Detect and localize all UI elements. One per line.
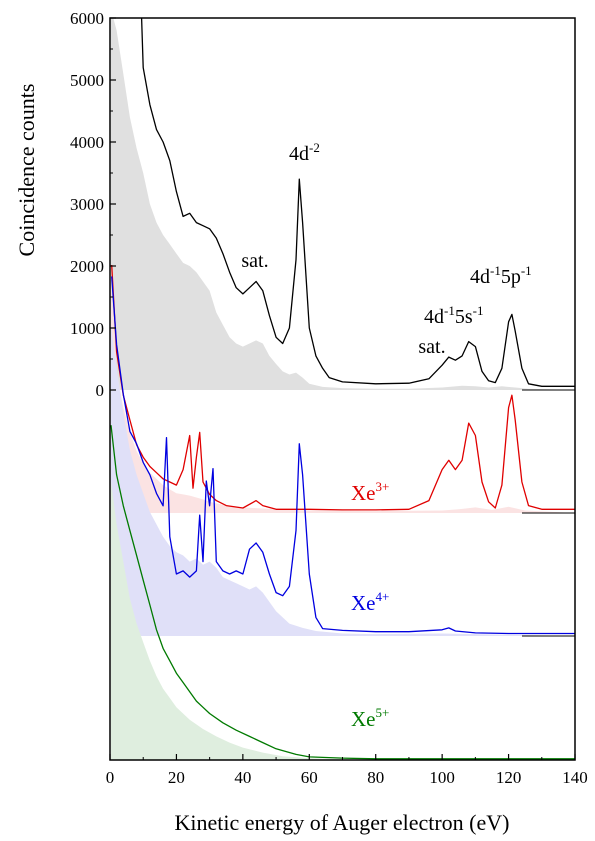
y-tick-label-1: 1000: [70, 319, 104, 338]
area-fill-2: [111, 326, 575, 636]
x-tick-label-6: 120: [496, 768, 522, 787]
y-axis-ticks: 0 1000 2000 3000 4000 5000 6000: [70, 9, 116, 400]
x-tick-label-1: 20: [168, 768, 185, 787]
series-label-xe5: Xe5+: [351, 705, 389, 731]
series-line-0: [140, 17, 575, 387]
series-line-3: [110, 425, 575, 760]
area-fills: [111, 18, 575, 760]
x-tick-label-3: 60: [301, 768, 318, 787]
area-fill-0: [111, 18, 575, 390]
series-label-xe3: Xe3+: [351, 479, 389, 505]
x-tick-label-0: 0: [106, 768, 115, 787]
x-tick-label-2: 40: [234, 768, 251, 787]
series-line-1: [111, 264, 575, 511]
area-fill-1: [111, 277, 575, 513]
y-tick-label-4: 4000: [70, 133, 104, 152]
series-line-2: [111, 276, 575, 635]
annotation-4d-2: 4d-2: [289, 140, 320, 165]
y-tick-label-5: 5000: [70, 71, 104, 90]
x-tick-label-7: 140: [562, 768, 588, 787]
x-tick-label-4: 80: [367, 768, 384, 787]
y-tick-label-6: 6000: [70, 9, 104, 28]
series-lines: [110, 17, 575, 760]
area-fill-3: [111, 481, 575, 760]
y-tick-label-3: 3000: [70, 195, 104, 214]
annotation-4d-1-5p-1: 4d-15p-1: [470, 263, 532, 288]
x-tick-label-5: 100: [429, 768, 455, 787]
annotation-sat-1: sat.: [241, 250, 268, 272]
series-baselines: [522, 389, 575, 637]
y-axis-title: Coincidence counts: [14, 84, 39, 257]
y-tick-label-2: 2000: [70, 257, 104, 276]
series-label-xe4: Xe4+: [351, 589, 389, 615]
x-axis-ticks: 0 20 40 60 80 100 120 140: [106, 754, 588, 787]
annotation-4d-1-5s-1: 4d-15s-1: [424, 303, 483, 328]
x-axis-title: Kinetic energy of Auger electron (eV): [175, 810, 510, 835]
y-tick-label-0: 0: [96, 381, 105, 400]
annotation-sat-2: sat.: [418, 336, 445, 358]
